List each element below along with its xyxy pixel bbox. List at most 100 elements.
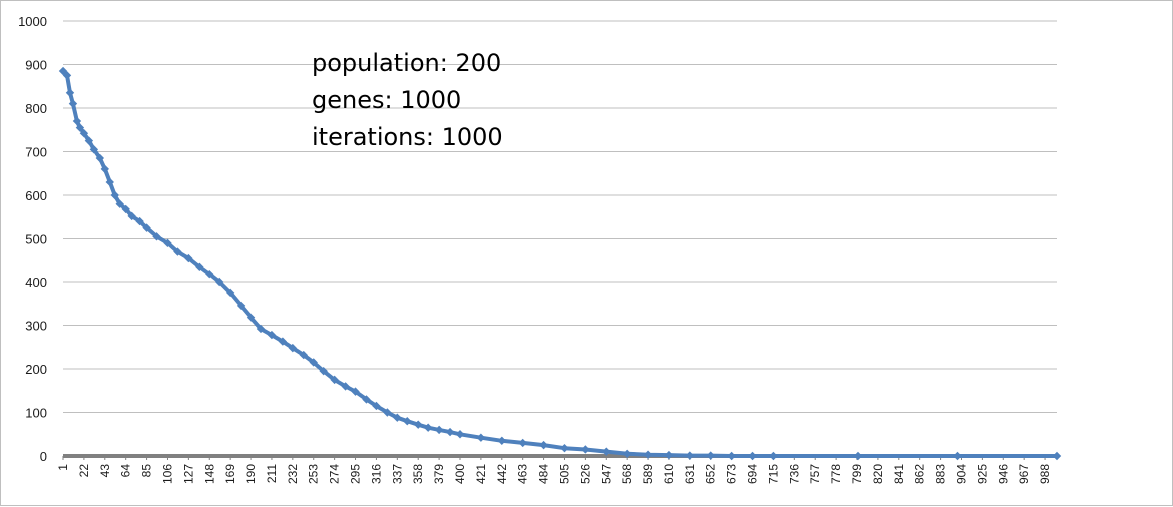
data-point — [581, 445, 590, 454]
data-point — [602, 447, 611, 456]
data-point — [414, 420, 423, 429]
data-point — [455, 430, 465, 439]
x-tick-label: 169 — [223, 464, 237, 484]
x-tick-label: 946 — [996, 464, 1010, 484]
data-point — [853, 451, 863, 461]
data-point — [75, 123, 85, 132]
data-point — [68, 99, 78, 108]
annotation-iterations: iterations: 1000 — [312, 123, 503, 151]
data-point — [163, 238, 172, 248]
gridlines — [63, 20, 1057, 413]
data-point — [748, 451, 757, 461]
x-tick-label: 547 — [599, 464, 613, 484]
annotation-genes: genes: 1000 — [312, 86, 461, 114]
data-point — [518, 438, 527, 448]
x-tick-label: 736 — [787, 464, 801, 484]
x-tick-label: 463 — [516, 464, 530, 484]
data-point — [393, 413, 402, 422]
x-tick-label: 442 — [495, 464, 509, 484]
data-point — [89, 145, 99, 154]
data-point — [105, 177, 114, 187]
data-point — [72, 116, 82, 126]
data-point — [215, 277, 224, 287]
y-tick-label: 400 — [25, 275, 47, 290]
x-tick-label: 568 — [620, 464, 634, 484]
x-tick-label: 316 — [369, 464, 383, 484]
x-tick-label: 64 — [119, 464, 133, 478]
data-point — [127, 211, 136, 221]
data-point — [706, 451, 715, 460]
series-line — [61, 69, 1057, 458]
x-tick-label: 526 — [578, 464, 592, 484]
data-point — [110, 190, 119, 200]
y-tick-label: 500 — [25, 232, 47, 247]
x-tick-label: 820 — [871, 464, 885, 484]
data-point — [62, 71, 72, 80]
y-tick-label: 100 — [25, 406, 47, 421]
x-tick-label: 85 — [140, 464, 154, 478]
data-point — [173, 247, 182, 256]
data-point — [403, 416, 412, 426]
data-point — [1052, 451, 1062, 461]
data-point — [445, 427, 455, 437]
x-tick-label: 505 — [557, 464, 571, 484]
data-point — [383, 408, 392, 417]
data-point — [65, 88, 75, 97]
y-tick-label: 300 — [25, 319, 47, 334]
x-tick-label: 862 — [913, 464, 927, 484]
data-point — [434, 425, 444, 435]
data-point — [184, 253, 193, 263]
annotation-population: population: 200 — [312, 49, 501, 77]
x-tick-label: 757 — [808, 464, 822, 484]
x-tick-label: 295 — [349, 464, 363, 484]
x-tick-label: 988 — [1038, 464, 1052, 484]
data-point — [643, 450, 653, 459]
x-tick-label: 778 — [829, 464, 843, 484]
data-point — [135, 216, 144, 226]
data-point — [351, 387, 360, 396]
data-point — [225, 288, 235, 298]
x-tick-label: 925 — [975, 464, 989, 484]
data-point — [236, 301, 246, 311]
data-point — [423, 423, 433, 432]
x-tick-label: 694 — [746, 464, 760, 484]
data-point — [309, 358, 318, 367]
y-tick-label: 1000 — [18, 14, 47, 29]
data-point — [121, 204, 130, 214]
x-tick-label: 799 — [850, 464, 864, 484]
x-tick-label: 274 — [328, 464, 342, 484]
data-point — [205, 269, 214, 279]
data-point — [685, 451, 695, 460]
x-tick-label: 589 — [641, 464, 655, 484]
x-tick-label: 106 — [160, 464, 174, 484]
x-axis-tick-labels: 1 22 43 64 85 106 127 148 169 190 211 232 253 274 295 3… — [56, 456, 1052, 484]
data-point — [142, 223, 151, 232]
data-point — [953, 451, 962, 461]
x-tick-label: 358 — [411, 464, 425, 484]
data-point — [622, 449, 632, 459]
y-tick-label: 200 — [25, 362, 47, 377]
x-tick-label: 43 — [98, 464, 112, 478]
x-tick-label: 484 — [537, 464, 551, 484]
x-tick-label: 652 — [704, 464, 718, 484]
y-tick-label: 900 — [25, 58, 47, 73]
x-tick-label: 190 — [244, 464, 258, 484]
x-tick-label: 715 — [766, 464, 780, 484]
data-point — [497, 436, 507, 445]
x-tick-label: 22 — [77, 464, 91, 478]
data-point — [769, 451, 778, 461]
y-tick-label: 800 — [25, 101, 47, 116]
x-tick-label: 904 — [954, 464, 968, 484]
y-tick-label: 700 — [25, 145, 47, 160]
x-tick-label: 421 — [474, 464, 488, 484]
data-point — [79, 129, 89, 138]
data-point — [664, 450, 674, 460]
data-point — [195, 262, 204, 271]
x-tick-label: 211 — [265, 464, 279, 483]
x-tick-label: 253 — [307, 464, 321, 484]
data-point — [84, 136, 94, 145]
x-tick-label: 232 — [286, 464, 300, 484]
data-point — [246, 313, 256, 322]
x-tick-label: 148 — [202, 464, 216, 484]
x-tick-label: 1 — [56, 464, 70, 471]
